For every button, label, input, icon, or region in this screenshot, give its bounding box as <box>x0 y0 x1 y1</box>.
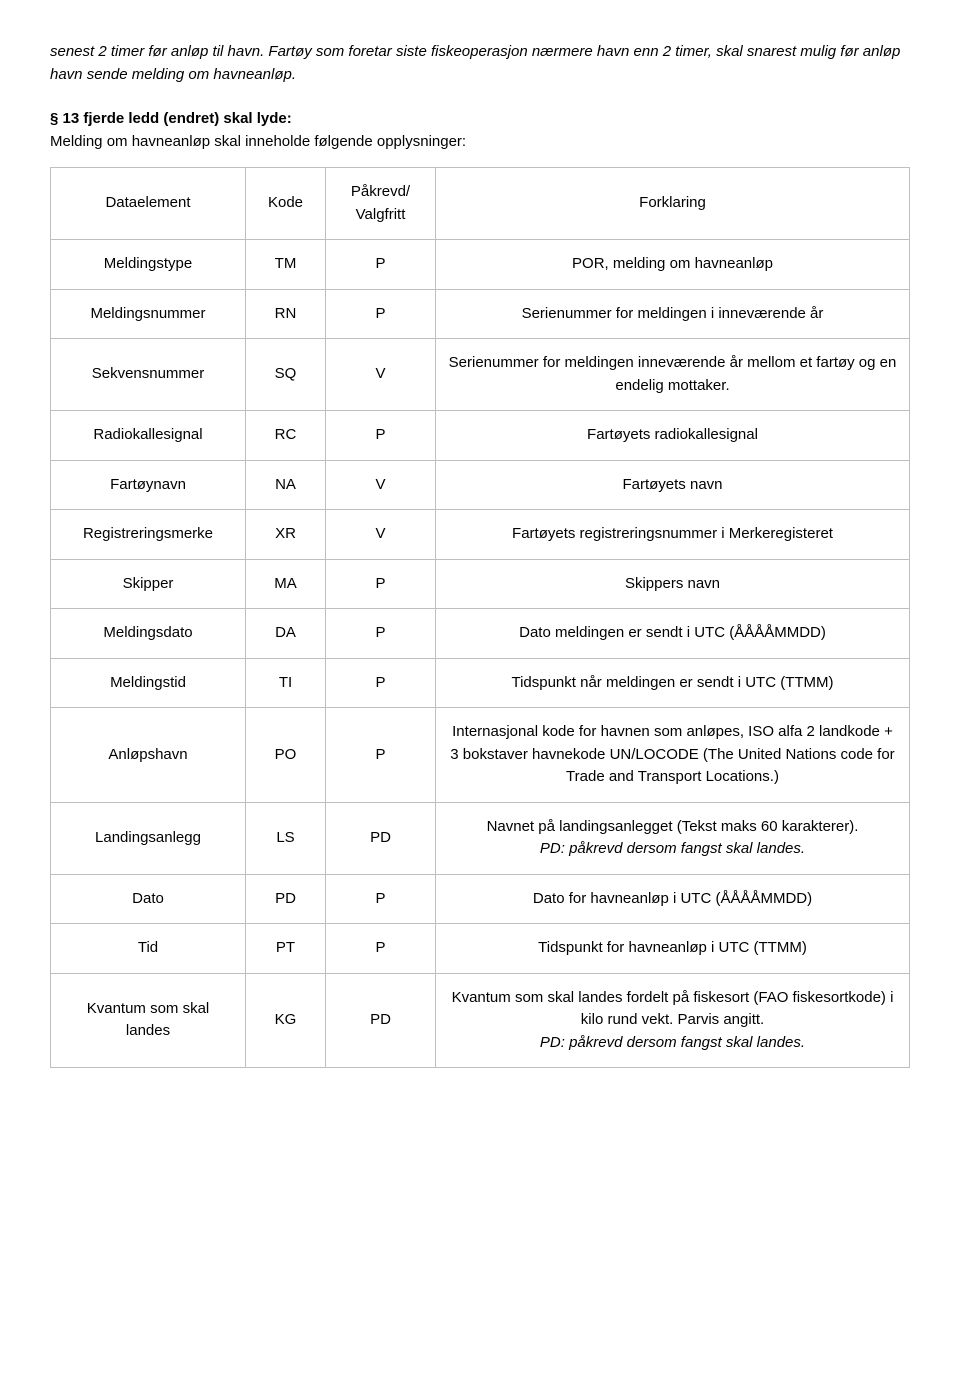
header-kode: Kode <box>246 168 326 240</box>
cell-pakrevd: P <box>326 708 436 803</box>
cell-dataelement: Anløpshavn <box>51 708 246 803</box>
cell-pakrevd: P <box>326 559 436 609</box>
cell-dataelement: Sekvensnummer <box>51 339 246 411</box>
cell-kode: RC <box>246 411 326 461</box>
cell-dataelement: Dato <box>51 874 246 924</box>
cell-pakrevd: V <box>326 510 436 560</box>
header-dataelement: Dataelement <box>51 168 246 240</box>
cell-kode: KG <box>246 973 326 1068</box>
cell-dataelement: Kvantum som skal landes <box>51 973 246 1068</box>
cell-dataelement: Radiokallesignal <box>51 411 246 461</box>
cell-kode: TM <box>246 240 326 290</box>
data-table: Dataelement Kode Påkrevd/ Valgfritt Fork… <box>50 167 910 1068</box>
section-bold: § 13 fjerde ledd (endret) skal lyde: <box>50 110 292 127</box>
table-row: FartøynavnNAVFartøyets navn <box>51 460 910 510</box>
cell-pakrevd: PD <box>326 973 436 1068</box>
table-row: TidPTPTidspunkt for havneanløp i UTC (TT… <box>51 924 910 974</box>
cell-pakrevd: P <box>326 924 436 974</box>
cell-dataelement: Meldingstype <box>51 240 246 290</box>
cell-dataelement: Fartøynavn <box>51 460 246 510</box>
table-row: RegistreringsmerkeXRVFartøyets registrer… <box>51 510 910 560</box>
cell-kode: XR <box>246 510 326 560</box>
cell-kode: SQ <box>246 339 326 411</box>
cell-forklaring: Fartøyets navn <box>436 460 910 510</box>
table-row: MeldingsdatoDAPDato meldingen er sendt i… <box>51 609 910 659</box>
cell-forklaring: Dato for havneanløp i UTC (ÅÅÅÅMMDD) <box>436 874 910 924</box>
cell-kode: LS <box>246 802 326 874</box>
table-row: DatoPDPDato for havneanløp i UTC (ÅÅÅÅMM… <box>51 874 910 924</box>
section-header: § 13 fjerde ledd (endret) skal lyde: Mel… <box>50 107 910 154</box>
cell-forklaring: Dato meldingen er sendt i UTC (ÅÅÅÅMMDD) <box>436 609 910 659</box>
cell-dataelement: Meldingstid <box>51 658 246 708</box>
cell-forklaring: Fartøyets registreringsnummer i Merkereg… <box>436 510 910 560</box>
cell-forklaring: POR, melding om havneanløp <box>436 240 910 290</box>
cell-dataelement: Meldingsdato <box>51 609 246 659</box>
cell-pakrevd: V <box>326 460 436 510</box>
cell-dataelement: Meldingsnummer <box>51 289 246 339</box>
cell-kode: PD <box>246 874 326 924</box>
cell-pakrevd: V <box>326 339 436 411</box>
table-row: MeldingstypeTMPPOR, melding om havneanlø… <box>51 240 910 290</box>
table-row: AnløpshavnPOPInternasjonal kode for havn… <box>51 708 910 803</box>
cell-pakrevd: P <box>326 658 436 708</box>
cell-dataelement: Skipper <box>51 559 246 609</box>
cell-forklaring-note: PD: påkrevd dersom fangst skal landes. <box>540 840 805 857</box>
intro-paragraph: senest 2 timer før anløp til havn. Fartø… <box>50 40 910 87</box>
table-row: SekvensnummerSQVSerienummer for meldinge… <box>51 339 910 411</box>
cell-kode: DA <box>246 609 326 659</box>
table-row: SkipperMAPSkippers navn <box>51 559 910 609</box>
cell-pakrevd: P <box>326 411 436 461</box>
cell-forklaring: Serienummer for meldingen i inneværende … <box>436 289 910 339</box>
cell-pakrevd: PD <box>326 802 436 874</box>
cell-kode: MA <box>246 559 326 609</box>
table-row: MeldingsnummerRNPSerienummer for melding… <box>51 289 910 339</box>
cell-dataelement: Landingsanlegg <box>51 802 246 874</box>
cell-dataelement: Tid <box>51 924 246 974</box>
cell-forklaring: Tidspunkt for havneanløp i UTC (TTMM) <box>436 924 910 974</box>
cell-kode: RN <box>246 289 326 339</box>
cell-pakrevd: P <box>326 874 436 924</box>
cell-forklaring-note: PD: påkrevd dersom fangst skal landes. <box>540 1034 805 1051</box>
cell-kode: NA <box>246 460 326 510</box>
cell-forklaring: Tidspunkt når meldingen er sendt i UTC (… <box>436 658 910 708</box>
section-rest: Melding om havneanløp skal inneholde føl… <box>50 133 466 150</box>
cell-kode: PT <box>246 924 326 974</box>
cell-pakrevd: P <box>326 289 436 339</box>
table-row: MeldingstidTIPTidspunkt når meldingen er… <box>51 658 910 708</box>
cell-forklaring: Kvantum som skal landes fordelt på fiske… <box>436 973 910 1068</box>
table-row: RadiokallesignalRCPFartøyets radiokalles… <box>51 411 910 461</box>
cell-forklaring: Fartøyets radiokallesignal <box>436 411 910 461</box>
cell-forklaring: Internasjonal kode for havnen som anløpe… <box>436 708 910 803</box>
cell-forklaring: Navnet på landingsanlegget (Tekst maks 6… <box>436 802 910 874</box>
cell-dataelement: Registreringsmerke <box>51 510 246 560</box>
cell-forklaring: Skippers navn <box>436 559 910 609</box>
table-row: LandingsanleggLSPDNavnet på landingsanle… <box>51 802 910 874</box>
cell-kode: TI <box>246 658 326 708</box>
header-forklaring: Forklaring <box>436 168 910 240</box>
cell-kode: PO <box>246 708 326 803</box>
table-header-row: Dataelement Kode Påkrevd/ Valgfritt Fork… <box>51 168 910 240</box>
cell-forklaring: Serienummer for meldingen inneværende år… <box>436 339 910 411</box>
cell-pakrevd: P <box>326 240 436 290</box>
header-pakrevd: Påkrevd/ Valgfritt <box>326 168 436 240</box>
table-row: Kvantum som skal landesKGPDKvantum som s… <box>51 973 910 1068</box>
cell-pakrevd: P <box>326 609 436 659</box>
